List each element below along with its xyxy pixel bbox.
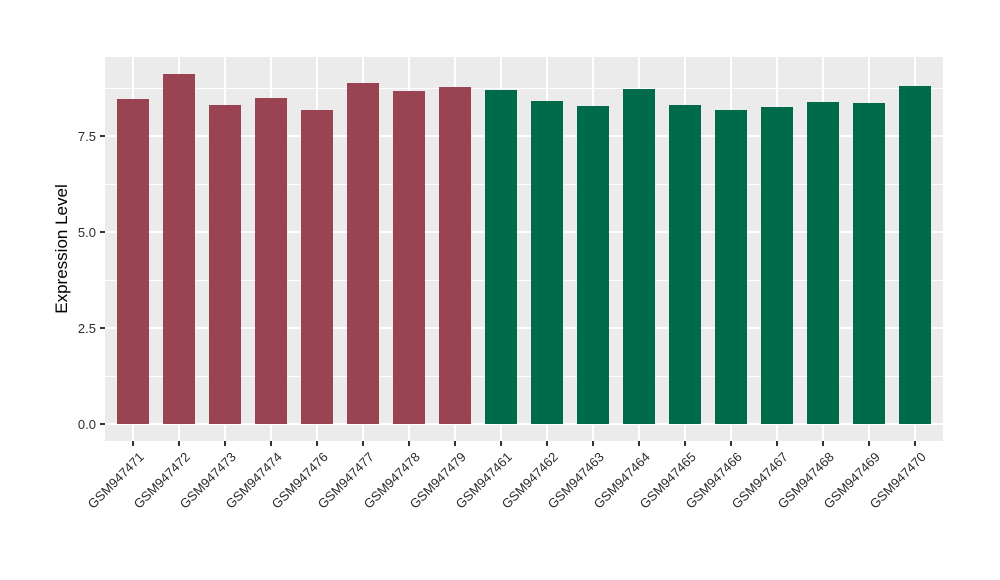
gridline-minor-h <box>105 376 943 377</box>
gridline-major-h <box>105 135 943 137</box>
y-tick-label: 0.0 <box>77 416 96 432</box>
y-tick-label: 7.5 <box>77 128 96 144</box>
x-axis-tick <box>914 441 917 446</box>
bar-GSM947471 <box>116 98 149 424</box>
y-axis-tick <box>100 423 105 425</box>
bar-GSM947478 <box>392 91 425 424</box>
x-tick-label: GSM947470 <box>867 449 930 512</box>
x-axis-tick <box>822 441 825 446</box>
x-axis-tick <box>223 441 226 446</box>
bar-GSM947463 <box>577 106 610 424</box>
bar-GSM947476 <box>300 109 333 424</box>
x-axis-tick <box>269 441 272 446</box>
y-tick-label: 5.0 <box>77 224 96 240</box>
gridline-major-h <box>105 231 943 233</box>
bar-GSM947461 <box>484 89 517 424</box>
gridline-major-h <box>105 423 943 425</box>
x-axis-tick <box>638 441 641 446</box>
x-axis-tick <box>361 441 364 446</box>
bar-GSM947469 <box>853 102 886 424</box>
gridline-minor-h <box>105 88 943 89</box>
gridline-major-h <box>105 327 943 329</box>
bar-GSM947465 <box>669 104 702 424</box>
x-axis-tick <box>499 441 502 446</box>
bar-GSM947462 <box>531 100 564 424</box>
x-axis-tick <box>315 441 318 446</box>
x-axis-tick <box>592 441 595 446</box>
x-axis-tick <box>177 441 180 446</box>
bar-GSM947474 <box>254 97 287 424</box>
x-axis-tick <box>684 441 687 446</box>
bar-GSM947477 <box>346 82 379 424</box>
y-tick-label: 2.5 <box>77 320 96 336</box>
x-axis-tick <box>131 441 134 446</box>
x-axis-tick <box>868 441 871 446</box>
gridline-minor-h <box>105 184 943 185</box>
bar-GSM947468 <box>807 101 840 424</box>
x-axis-tick <box>730 441 733 446</box>
bar-GSM947467 <box>761 106 794 424</box>
bar-GSM947466 <box>715 109 748 424</box>
gridline-minor-h <box>105 280 943 281</box>
bar-GSM947464 <box>623 88 656 424</box>
x-axis-tick <box>546 441 549 446</box>
x-axis-tick <box>453 441 456 446</box>
bar-GSM947472 <box>162 73 195 424</box>
bar-GSM947470 <box>899 85 932 424</box>
plot-panel <box>105 57 943 441</box>
y-axis-title: Expression Level <box>52 184 71 314</box>
y-axis-tick <box>100 135 105 137</box>
x-axis-tick <box>407 441 410 446</box>
bar-GSM947479 <box>438 86 471 424</box>
x-axis-tick <box>776 441 779 446</box>
y-axis-tick <box>100 327 105 329</box>
bar-GSM947473 <box>208 104 241 424</box>
y-axis-tick <box>100 231 105 233</box>
